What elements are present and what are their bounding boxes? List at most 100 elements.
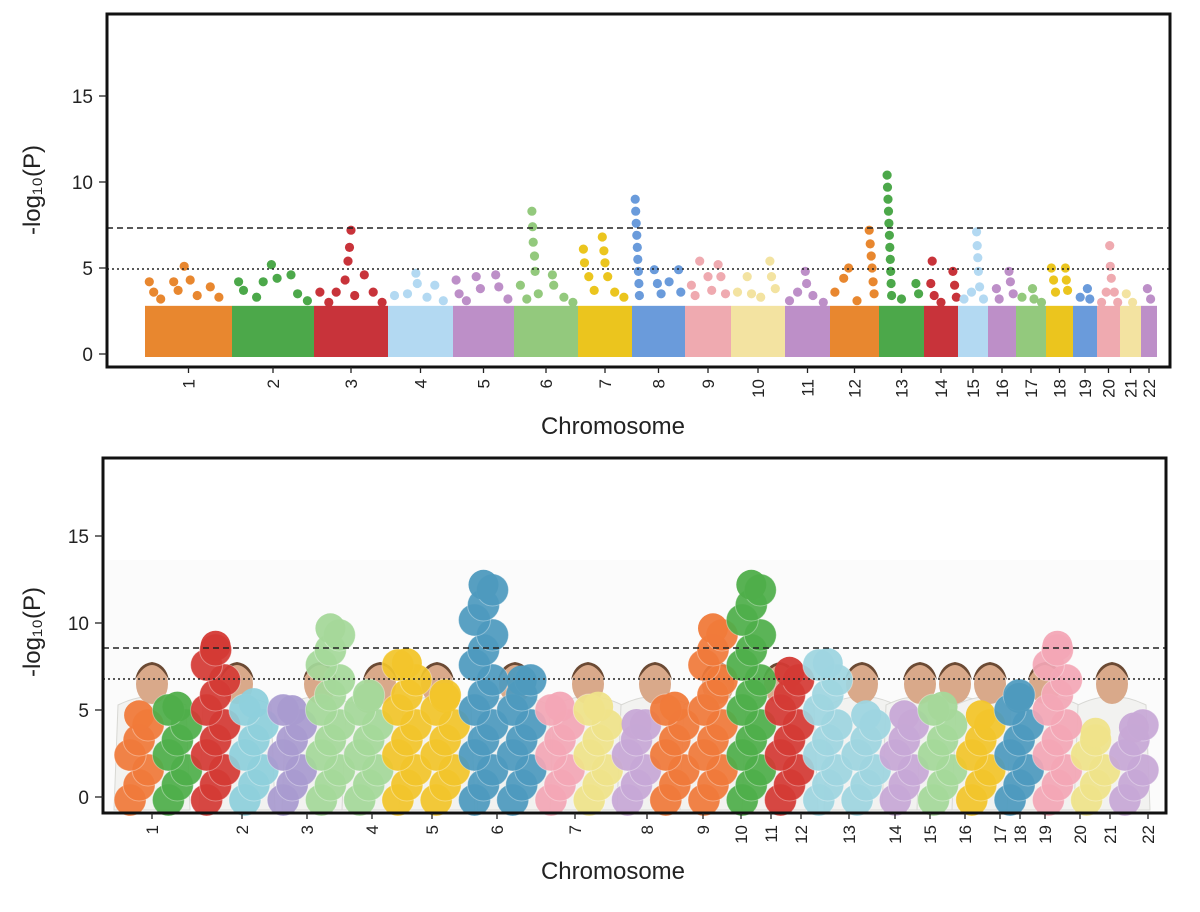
person-hair <box>571 662 605 680</box>
snp-point-chr3 <box>377 297 387 307</box>
snp-point-chr12 <box>844 263 854 273</box>
snp-point-chr10 <box>770 284 780 294</box>
snp-point-chr9 <box>690 290 700 301</box>
snp-point-chr12 <box>852 296 862 306</box>
paper-circle <box>1118 712 1149 743</box>
snp-point-chr4 <box>430 280 440 290</box>
snp-point-chr15 <box>972 241 982 251</box>
snp-point-chr6 <box>530 266 540 276</box>
snp-point-chr7 <box>584 272 594 282</box>
snp-point-chr11 <box>818 297 828 307</box>
x-tick-label-chr20: 20 <box>1071 825 1090 844</box>
paper-circle <box>698 613 728 644</box>
x-tick-label-chr12: 12 <box>846 379 865 398</box>
snp-point-chr3 <box>324 297 334 307</box>
snp-point-chr6 <box>522 294 532 304</box>
snp-point-chr8 <box>630 194 640 204</box>
snp-point-chr5 <box>454 289 464 299</box>
person-hair <box>1095 662 1129 680</box>
snp-point-chr6 <box>549 280 559 290</box>
snp-point-chr1 <box>185 275 195 285</box>
snp-point-chr16 <box>1008 289 1018 299</box>
paper-circle <box>391 648 422 679</box>
snp-point-chr15 <box>973 266 984 276</box>
snp-point-chr2 <box>234 277 244 287</box>
paper-circle <box>812 648 843 679</box>
snp-point-chr12 <box>830 287 840 297</box>
top-x-axis-title: Chromosome <box>541 413 685 440</box>
snp-point-chr13 <box>911 278 921 289</box>
snp-point-chr20 <box>1113 297 1123 307</box>
snp-point-chr10 <box>746 289 757 299</box>
snp-point-chr16 <box>994 294 1004 304</box>
snp-point-chr13 <box>885 254 895 264</box>
top-y-axis: 0 5 10 15 <box>72 87 107 366</box>
snp-point-chr4 <box>411 268 421 278</box>
person-hair <box>938 662 972 680</box>
snp-point-chr7 <box>603 272 613 282</box>
snp-point-chr1 <box>205 282 215 292</box>
snp-point-chr16 <box>991 284 1002 294</box>
snp-point-chr20 <box>1105 241 1115 251</box>
snp-point-chr13 <box>886 266 896 276</box>
x-tick-label-chr6: 6 <box>537 379 556 388</box>
snp-point-chr17 <box>1029 294 1039 304</box>
snp-point-chr7 <box>589 285 599 295</box>
snp-point-chr2 <box>238 285 249 295</box>
paper-circle <box>965 700 996 731</box>
snp-point-chr5 <box>461 296 471 306</box>
x-tick-label-chr12: 12 <box>792 825 811 844</box>
snp-point-chr8 <box>632 230 642 240</box>
snp-point-chr3 <box>315 287 325 297</box>
snp-point-chr14 <box>926 278 936 289</box>
snp-point-chr14 <box>929 290 939 301</box>
paper-circle <box>851 700 882 731</box>
x-tick-label-chr13: 13 <box>840 825 859 844</box>
snp-point-chr16 <box>1004 266 1014 276</box>
snp-point-chr6 <box>559 292 569 302</box>
paper-circle <box>468 569 499 600</box>
snp-point-chr18 <box>1060 263 1070 273</box>
paper-circle <box>353 682 384 713</box>
chromosome-band-19 <box>1073 305 1097 357</box>
snp-point-chr19 <box>1082 284 1092 294</box>
person-hair <box>638 662 672 680</box>
x-tick-label-chr14: 14 <box>932 379 951 398</box>
top-baseline-bands <box>145 305 1157 357</box>
snp-point-chr21 <box>1121 289 1131 299</box>
snp-point-chr6 <box>547 270 558 280</box>
snp-point-chr9 <box>703 272 713 282</box>
paper-circle <box>659 691 690 722</box>
snp-point-chr18 <box>1063 285 1073 295</box>
top-plot-frame <box>105 12 1172 369</box>
snp-point-chr3 <box>331 287 341 297</box>
person-face <box>639 664 671 704</box>
chromosome-band-12 <box>830 305 879 357</box>
x-tick-label-chr10: 10 <box>732 825 751 844</box>
snp-point-chr8 <box>631 206 641 216</box>
snp-point-chr6 <box>528 222 538 232</box>
chromosome-band-3 <box>314 305 388 357</box>
snp-point-chr12 <box>839 273 849 283</box>
x-tick-label-chr4: 4 <box>363 825 382 834</box>
x-tick-label-chr2: 2 <box>264 379 283 388</box>
snp-point-chr11 <box>793 287 803 297</box>
snp-point-chr4 <box>412 278 422 289</box>
snp-point-chr6 <box>515 280 526 290</box>
paper-circle <box>277 695 308 726</box>
x-tick-label-chr3: 3 <box>298 825 317 834</box>
person-hair <box>135 662 169 680</box>
snp-point-chr12 <box>868 277 878 287</box>
top-y-axis-title: -log₁₀(P) <box>19 145 46 235</box>
x-tick-label-chr20: 20 <box>1100 379 1119 398</box>
paper-circle <box>774 656 805 687</box>
snp-point-chr1 <box>144 277 154 287</box>
x-tick-label-chr15: 15 <box>964 379 983 398</box>
snp-point-chr2 <box>286 270 296 280</box>
snp-point-chr6 <box>533 289 543 299</box>
x-tick-label-chr5: 5 <box>423 825 442 834</box>
snp-point-chr9 <box>695 256 705 266</box>
x-tick-label-chr18: 18 <box>1011 825 1030 844</box>
snp-point-chr20 <box>1101 287 1111 297</box>
chromosome-band-15 <box>958 305 988 357</box>
